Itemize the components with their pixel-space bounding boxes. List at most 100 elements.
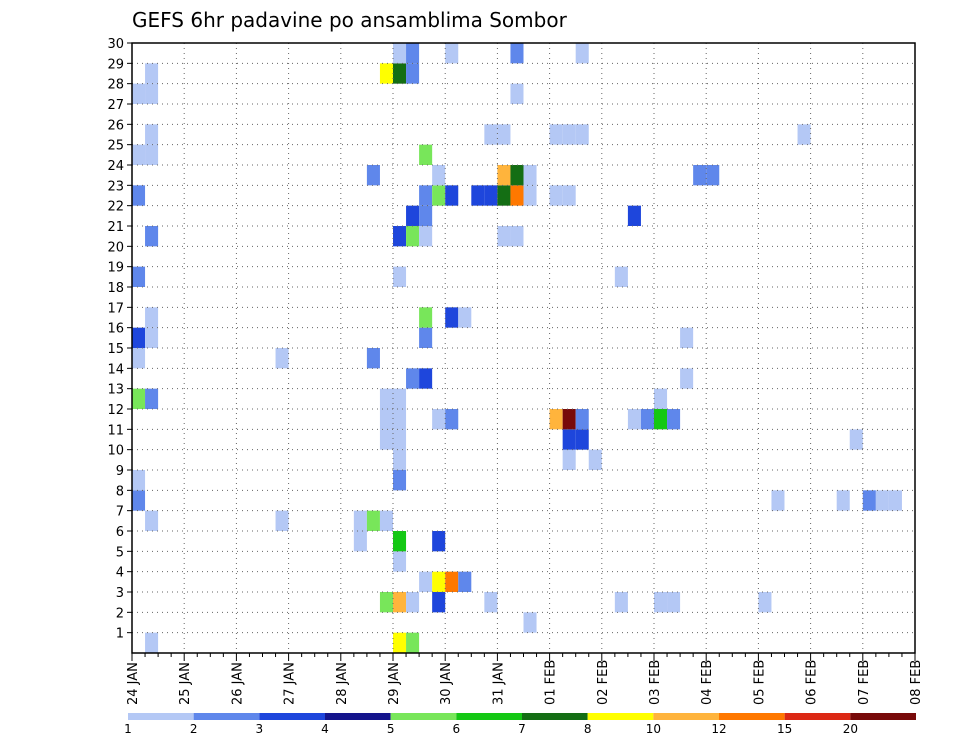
colorbar-swatch-8	[653, 713, 719, 720]
cell-113	[145, 83, 159, 104]
colorbar-label-1: 2	[190, 722, 198, 736]
y-tick-label-7: 7	[116, 505, 124, 520]
cell-27	[771, 490, 785, 511]
cell-104	[419, 144, 433, 165]
cell-105	[145, 124, 159, 145]
cell-107	[497, 124, 511, 145]
y-tick-label-6: 6	[116, 525, 124, 540]
colorbar-label-10: 15	[777, 722, 792, 736]
colorbar-swatch-5	[456, 713, 522, 720]
cell-74	[614, 266, 628, 287]
colorbar-label-3: 4	[321, 722, 329, 736]
cell-0	[145, 632, 159, 653]
cell-6	[406, 592, 420, 613]
y-tick-label-26: 26	[107, 118, 124, 133]
cell-94	[562, 185, 576, 206]
cell-68	[145, 307, 159, 328]
cell-119	[393, 43, 407, 64]
cell-70	[445, 307, 459, 328]
cell-39	[562, 429, 576, 450]
cell-117	[393, 63, 407, 84]
cell-65	[145, 327, 159, 348]
y-tick-label-30: 30	[107, 37, 124, 52]
cell-92	[523, 185, 537, 206]
y-tick-label-1: 1	[116, 627, 124, 642]
cell-111	[797, 124, 811, 145]
y-tick-label-27: 27	[107, 98, 124, 113]
cell-32	[132, 470, 146, 491]
y-tick-label-21: 21	[107, 220, 124, 235]
cell-112	[132, 83, 146, 104]
cell-93	[549, 185, 563, 206]
cell-1	[393, 632, 407, 653]
y-tick-label-4: 4	[116, 566, 124, 581]
colorbar-legend: 1 2 3 4 5 6 7 8 10 12 15 20	[124, 713, 916, 736]
cell-37	[379, 429, 393, 450]
cell-63	[366, 348, 380, 369]
cell-122	[510, 43, 524, 64]
cell-48	[575, 409, 589, 430]
colorbar-label-6: 7	[518, 722, 526, 736]
cell-45	[445, 409, 459, 430]
cell-16	[458, 571, 472, 592]
cell-110	[575, 124, 589, 145]
x-tick-label-7: 31 JAN	[491, 662, 506, 705]
colorbar-swatch-11	[850, 713, 916, 720]
colorbar-swatch-0	[128, 713, 194, 720]
y-tick-label-14: 14	[107, 362, 124, 377]
colorbar-swatch-7	[587, 713, 654, 720]
y-tick-label-2: 2	[116, 606, 124, 621]
chart-title: GEFS 6hr padavine po ansamblima Sombor	[132, 8, 568, 32]
cell-33	[393, 470, 407, 491]
cell-60	[680, 368, 694, 389]
cell-28	[836, 490, 850, 511]
x-tick-label-4: 28 JAN	[335, 662, 350, 705]
cell-52	[667, 409, 681, 430]
cell-5	[393, 592, 407, 613]
cell-109	[562, 124, 576, 145]
y-tick-label-23: 23	[107, 179, 124, 194]
cell-71	[458, 307, 472, 328]
colorbar-label-0: 1	[124, 722, 132, 736]
cell-22	[353, 510, 367, 531]
cell-41	[849, 429, 863, 450]
colorbar-swatch-6	[522, 713, 588, 720]
cell-36	[588, 449, 602, 470]
cell-103	[145, 144, 159, 165]
cell-46	[549, 409, 563, 430]
cell-116	[379, 63, 393, 84]
x-tick-label-6: 30 JAN	[439, 662, 454, 705]
y-tick-label-13: 13	[107, 383, 124, 398]
y-tick-label-10: 10	[107, 444, 124, 459]
data-cells	[132, 43, 902, 653]
cell-56	[393, 388, 407, 409]
colorbar-swatch-4	[390, 713, 457, 720]
cell-7	[432, 592, 446, 613]
cell-100	[693, 165, 707, 186]
cell-101	[706, 165, 720, 186]
cell-62	[275, 348, 289, 369]
cell-96	[432, 165, 446, 186]
cell-12	[758, 592, 772, 613]
cell-54	[145, 388, 159, 409]
cell-44	[432, 409, 446, 430]
cell-108	[549, 124, 563, 145]
colorbar-swatch-9	[719, 713, 785, 720]
cell-64	[132, 327, 146, 348]
colorbar-label-9: 12	[711, 722, 726, 736]
cell-18	[353, 531, 367, 552]
cell-35	[562, 449, 576, 470]
y-tick-label-18: 18	[107, 281, 124, 296]
cell-25	[145, 510, 159, 531]
cell-49	[627, 409, 641, 430]
cell-8	[484, 592, 498, 613]
y-tick-label-9: 9	[116, 464, 124, 479]
y-tick-label-17: 17	[107, 301, 124, 316]
colorbar-label-8: 10	[646, 722, 661, 736]
x-axis: 24 JAN 25 JAN 26 JAN 27 JAN 28 JAN 29 JAN 30 J…	[126, 653, 924, 705]
cell-102	[132, 144, 146, 165]
cell-89	[484, 185, 498, 206]
cell-29	[862, 490, 876, 511]
cell-43	[393, 409, 407, 430]
colorbar-label-4: 5	[387, 722, 395, 736]
